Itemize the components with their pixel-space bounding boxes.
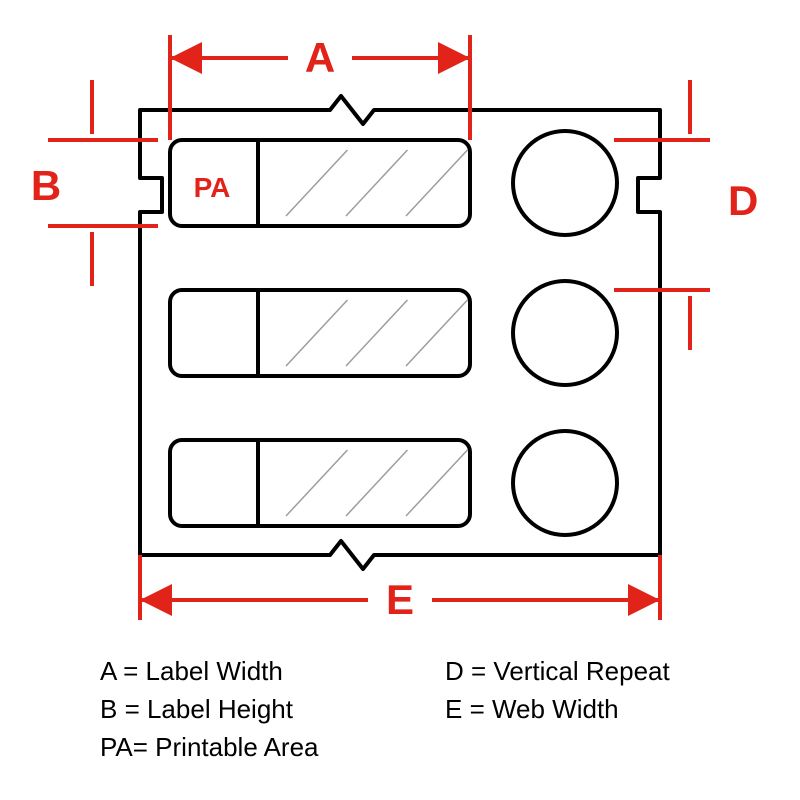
legend-item-pa: PA= Printable Area (100, 732, 319, 762)
dimension-d: D (614, 80, 758, 350)
dimension-e-label: E (386, 576, 414, 623)
dimension-b-label: B (31, 162, 61, 209)
legend-item-d: D = Vertical Repeat (445, 656, 671, 686)
dimension-a: A (170, 34, 470, 140)
pa-label: PA (194, 172, 231, 203)
legend-item-e: E = Web Width (445, 694, 619, 724)
legend-item-a: A = Label Width (100, 656, 283, 686)
legend-item-b: B = Label Height (100, 694, 294, 724)
dimension-a-label: A (305, 34, 335, 81)
dimension-e: E (140, 555, 660, 623)
label-circle-1 (513, 131, 617, 235)
dimension-d-label: D (728, 177, 758, 224)
label-circle-3 (513, 431, 617, 535)
label-rect-3 (170, 440, 470, 526)
label-rect-2 (170, 290, 470, 376)
label-circle-2 (513, 281, 617, 385)
label-sheet-outline (140, 96, 660, 569)
legend: A = Label Width B = Label Height PA= Print… (100, 656, 671, 762)
